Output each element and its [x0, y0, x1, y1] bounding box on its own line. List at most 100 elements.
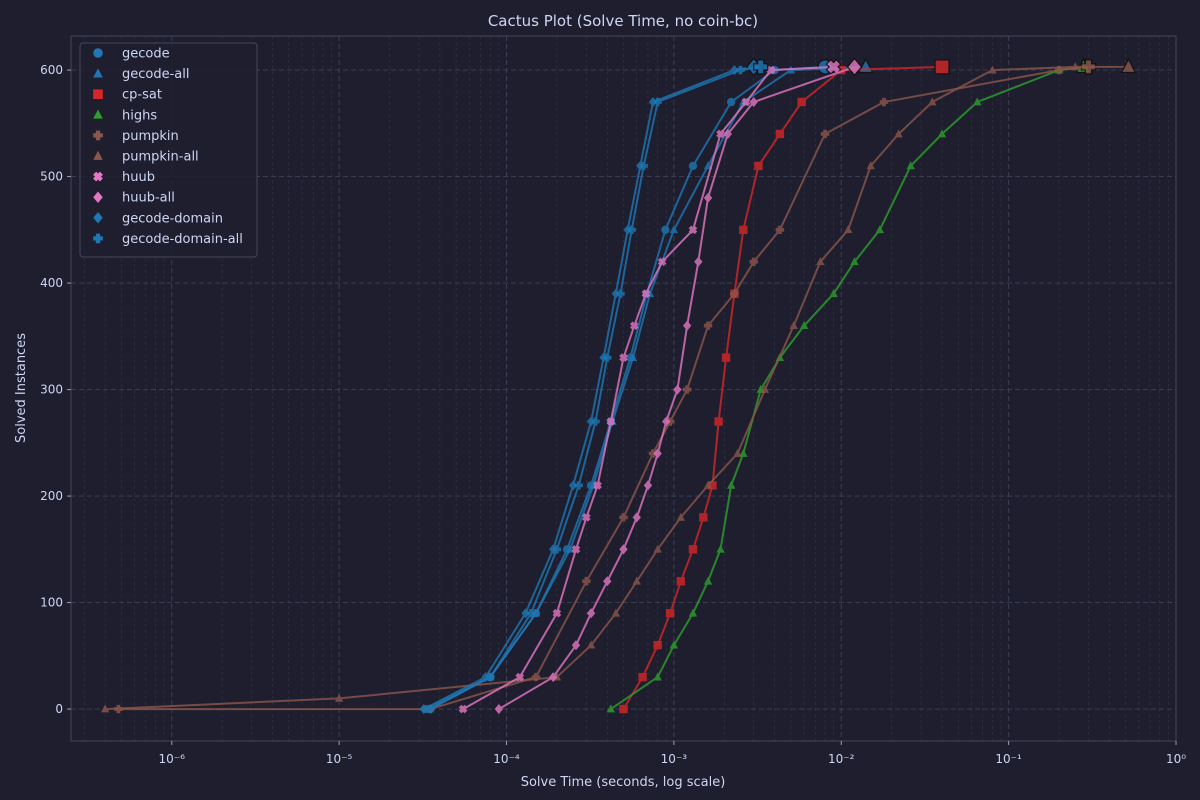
- data-point: [669, 225, 679, 234]
- data-point: [749, 96, 758, 108]
- series-huub-all: [494, 57, 863, 715]
- data-point: [619, 704, 628, 714]
- y-tick-label: 600: [40, 63, 63, 77]
- data-point: [694, 256, 703, 267]
- x-tick-label: 10⁻¹: [995, 752, 1022, 766]
- data-point: [879, 97, 889, 107]
- data-point: [988, 65, 997, 74]
- series-pumpkin-all: [100, 57, 1137, 713]
- y-tick-label: 200: [40, 489, 63, 503]
- data-point: [673, 384, 682, 395]
- data-point: [894, 129, 903, 138]
- data-point: [515, 672, 525, 682]
- legend-item: pumpkin: [93, 129, 179, 144]
- data-point: [937, 129, 947, 138]
- data-point: [730, 289, 739, 298]
- legend-item: gecode-domain: [93, 211, 223, 226]
- legend-marker: [93, 89, 103, 99]
- data-point: [716, 544, 725, 553]
- data-point: [699, 513, 708, 522]
- data-point: [653, 640, 662, 650]
- x-tick-label: 10⁻⁵: [326, 752, 353, 766]
- data-point: [716, 129, 725, 139]
- series-end-marker: [934, 59, 950, 75]
- data-point: [629, 321, 639, 330]
- data-point: [682, 385, 692, 394]
- y-tick-label: 300: [40, 383, 63, 397]
- data-point: [676, 577, 686, 586]
- data-point: [606, 704, 616, 713]
- series-pumpkin: [114, 59, 1097, 714]
- data-point: [641, 289, 651, 299]
- data-point: [603, 353, 612, 362]
- legend-label: gecode: [122, 47, 170, 62]
- data-point: [657, 257, 667, 267]
- data-point: [100, 704, 110, 713]
- data-point: [586, 608, 596, 619]
- x-tick-label: 10⁰: [1166, 752, 1186, 766]
- data-point: [582, 513, 591, 522]
- x-tick-label: 10⁻²: [828, 752, 855, 766]
- data-point: [703, 480, 713, 489]
- data-point: [760, 384, 770, 393]
- data-point: [797, 97, 806, 107]
- legend-marker: [93, 212, 103, 224]
- legend-item: gecode-domain-all: [93, 232, 243, 247]
- legend-marker: [93, 191, 103, 203]
- legend-label: highs: [122, 108, 157, 123]
- data-point: [426, 704, 435, 714]
- data-point: [721, 353, 731, 362]
- legend-label: huub: [122, 170, 155, 185]
- data-point: [1071, 62, 1080, 71]
- legend-marker: [93, 68, 103, 78]
- data-point: [775, 225, 785, 235]
- legend-item: pumpkin-all: [93, 150, 199, 165]
- legend-marker: [93, 150, 103, 160]
- data-point: [906, 161, 915, 170]
- x-tick-label: 10⁻³: [661, 752, 688, 766]
- data-point: [606, 417, 616, 426]
- data-point: [643, 480, 653, 491]
- data-point: [568, 480, 578, 491]
- legend-label: huub-all: [122, 191, 175, 206]
- data-point: [616, 289, 625, 298]
- data-point: [628, 352, 638, 361]
- data-point: [591, 417, 600, 426]
- x-tick-label: 10⁻⁴: [493, 752, 520, 766]
- data-point: [593, 481, 602, 490]
- plot-area-frame: [70, 35, 1177, 742]
- data-point: [582, 577, 591, 586]
- data-point: [586, 416, 596, 427]
- legend-label: gecode-domain: [122, 211, 223, 226]
- data-point: [973, 97, 982, 106]
- legend-label: gecode-domain-all: [122, 232, 243, 247]
- data-point: [611, 288, 621, 299]
- data-point: [928, 97, 937, 106]
- legend-item: huub: [93, 170, 155, 185]
- series-line: [105, 65, 1129, 711]
- data-point: [676, 512, 686, 521]
- data-point: [837, 65, 846, 75]
- legend-label: cp-sat: [122, 88, 162, 103]
- data-point: [669, 640, 679, 649]
- data-point: [486, 672, 495, 682]
- data-point: [726, 97, 736, 107]
- data-point: [736, 65, 745, 75]
- data-point: [665, 609, 675, 618]
- data-point: [775, 129, 785, 139]
- data-point: [661, 225, 670, 235]
- data-point: [850, 257, 859, 266]
- legend-label: gecode-all: [122, 67, 189, 82]
- data-point: [875, 225, 885, 234]
- data-point: [632, 576, 641, 585]
- data-point: [682, 320, 692, 331]
- data-point: [653, 448, 662, 459]
- x-axis-ticks: 10⁻⁶ 10⁻⁵ 10⁻⁴ 10⁻³ 10⁻² 10⁻¹ 10⁰: [159, 741, 1186, 766]
- legend-marker: [93, 48, 103, 58]
- data-point: [688, 545, 698, 554]
- y-axis-ticks: 0 100 200 300 400 500 600: [40, 63, 71, 716]
- data-point: [723, 128, 733, 140]
- data-point: [653, 544, 662, 553]
- data-point: [741, 97, 751, 107]
